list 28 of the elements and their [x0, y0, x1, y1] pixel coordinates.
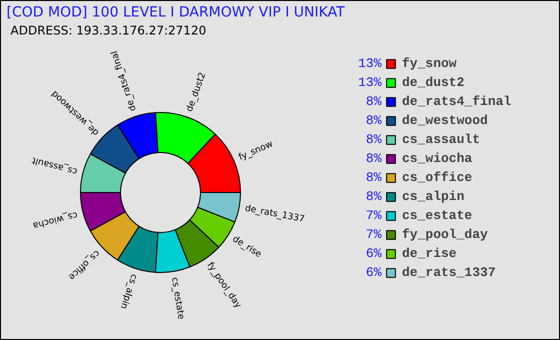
data-label: 6% [366, 246, 382, 261]
data-label: 13% [358, 56, 382, 71]
data-label: 8% [366, 94, 382, 109]
data-label: 7% [366, 227, 382, 242]
slice-label: cs_estate [169, 276, 186, 321]
legend-label: cs_assault [402, 131, 480, 147]
data-label: 8% [366, 113, 382, 128]
data-label: 8% [366, 189, 382, 204]
legend-label: de_dust2 [402, 74, 464, 90]
chart-title: [COD MOD] 100 LEVEL I DARMOWY VIP I UNIKAT [6, 4, 346, 20]
data-label: 13% [358, 75, 382, 90]
legend-label: cs_wiocha [402, 150, 472, 166]
legend-label: fy_snow [402, 55, 457, 71]
legend-label: de_rats4_final [402, 93, 512, 109]
legend-label: fy_pool_day [402, 226, 488, 242]
text: ADDRESS: 193.33.176.27:27120 [10, 24, 206, 38]
data-label: 8% [366, 170, 382, 185]
legend-label: de_rise [402, 245, 457, 261]
data-label: 6% [366, 265, 382, 280]
legend-label: cs_office [402, 169, 472, 185]
legend-label: de_rats_1337 [402, 264, 496, 280]
data-label: 7% [366, 208, 382, 223]
legend-label: cs_alpin [402, 188, 464, 204]
legend-label: cs_estate [402, 207, 472, 223]
legend-label: de_westwood [402, 112, 488, 128]
data-label: 8% [366, 151, 382, 166]
slice-label: cs_alpin [118, 272, 139, 310]
data-label: 8% [366, 132, 382, 147]
